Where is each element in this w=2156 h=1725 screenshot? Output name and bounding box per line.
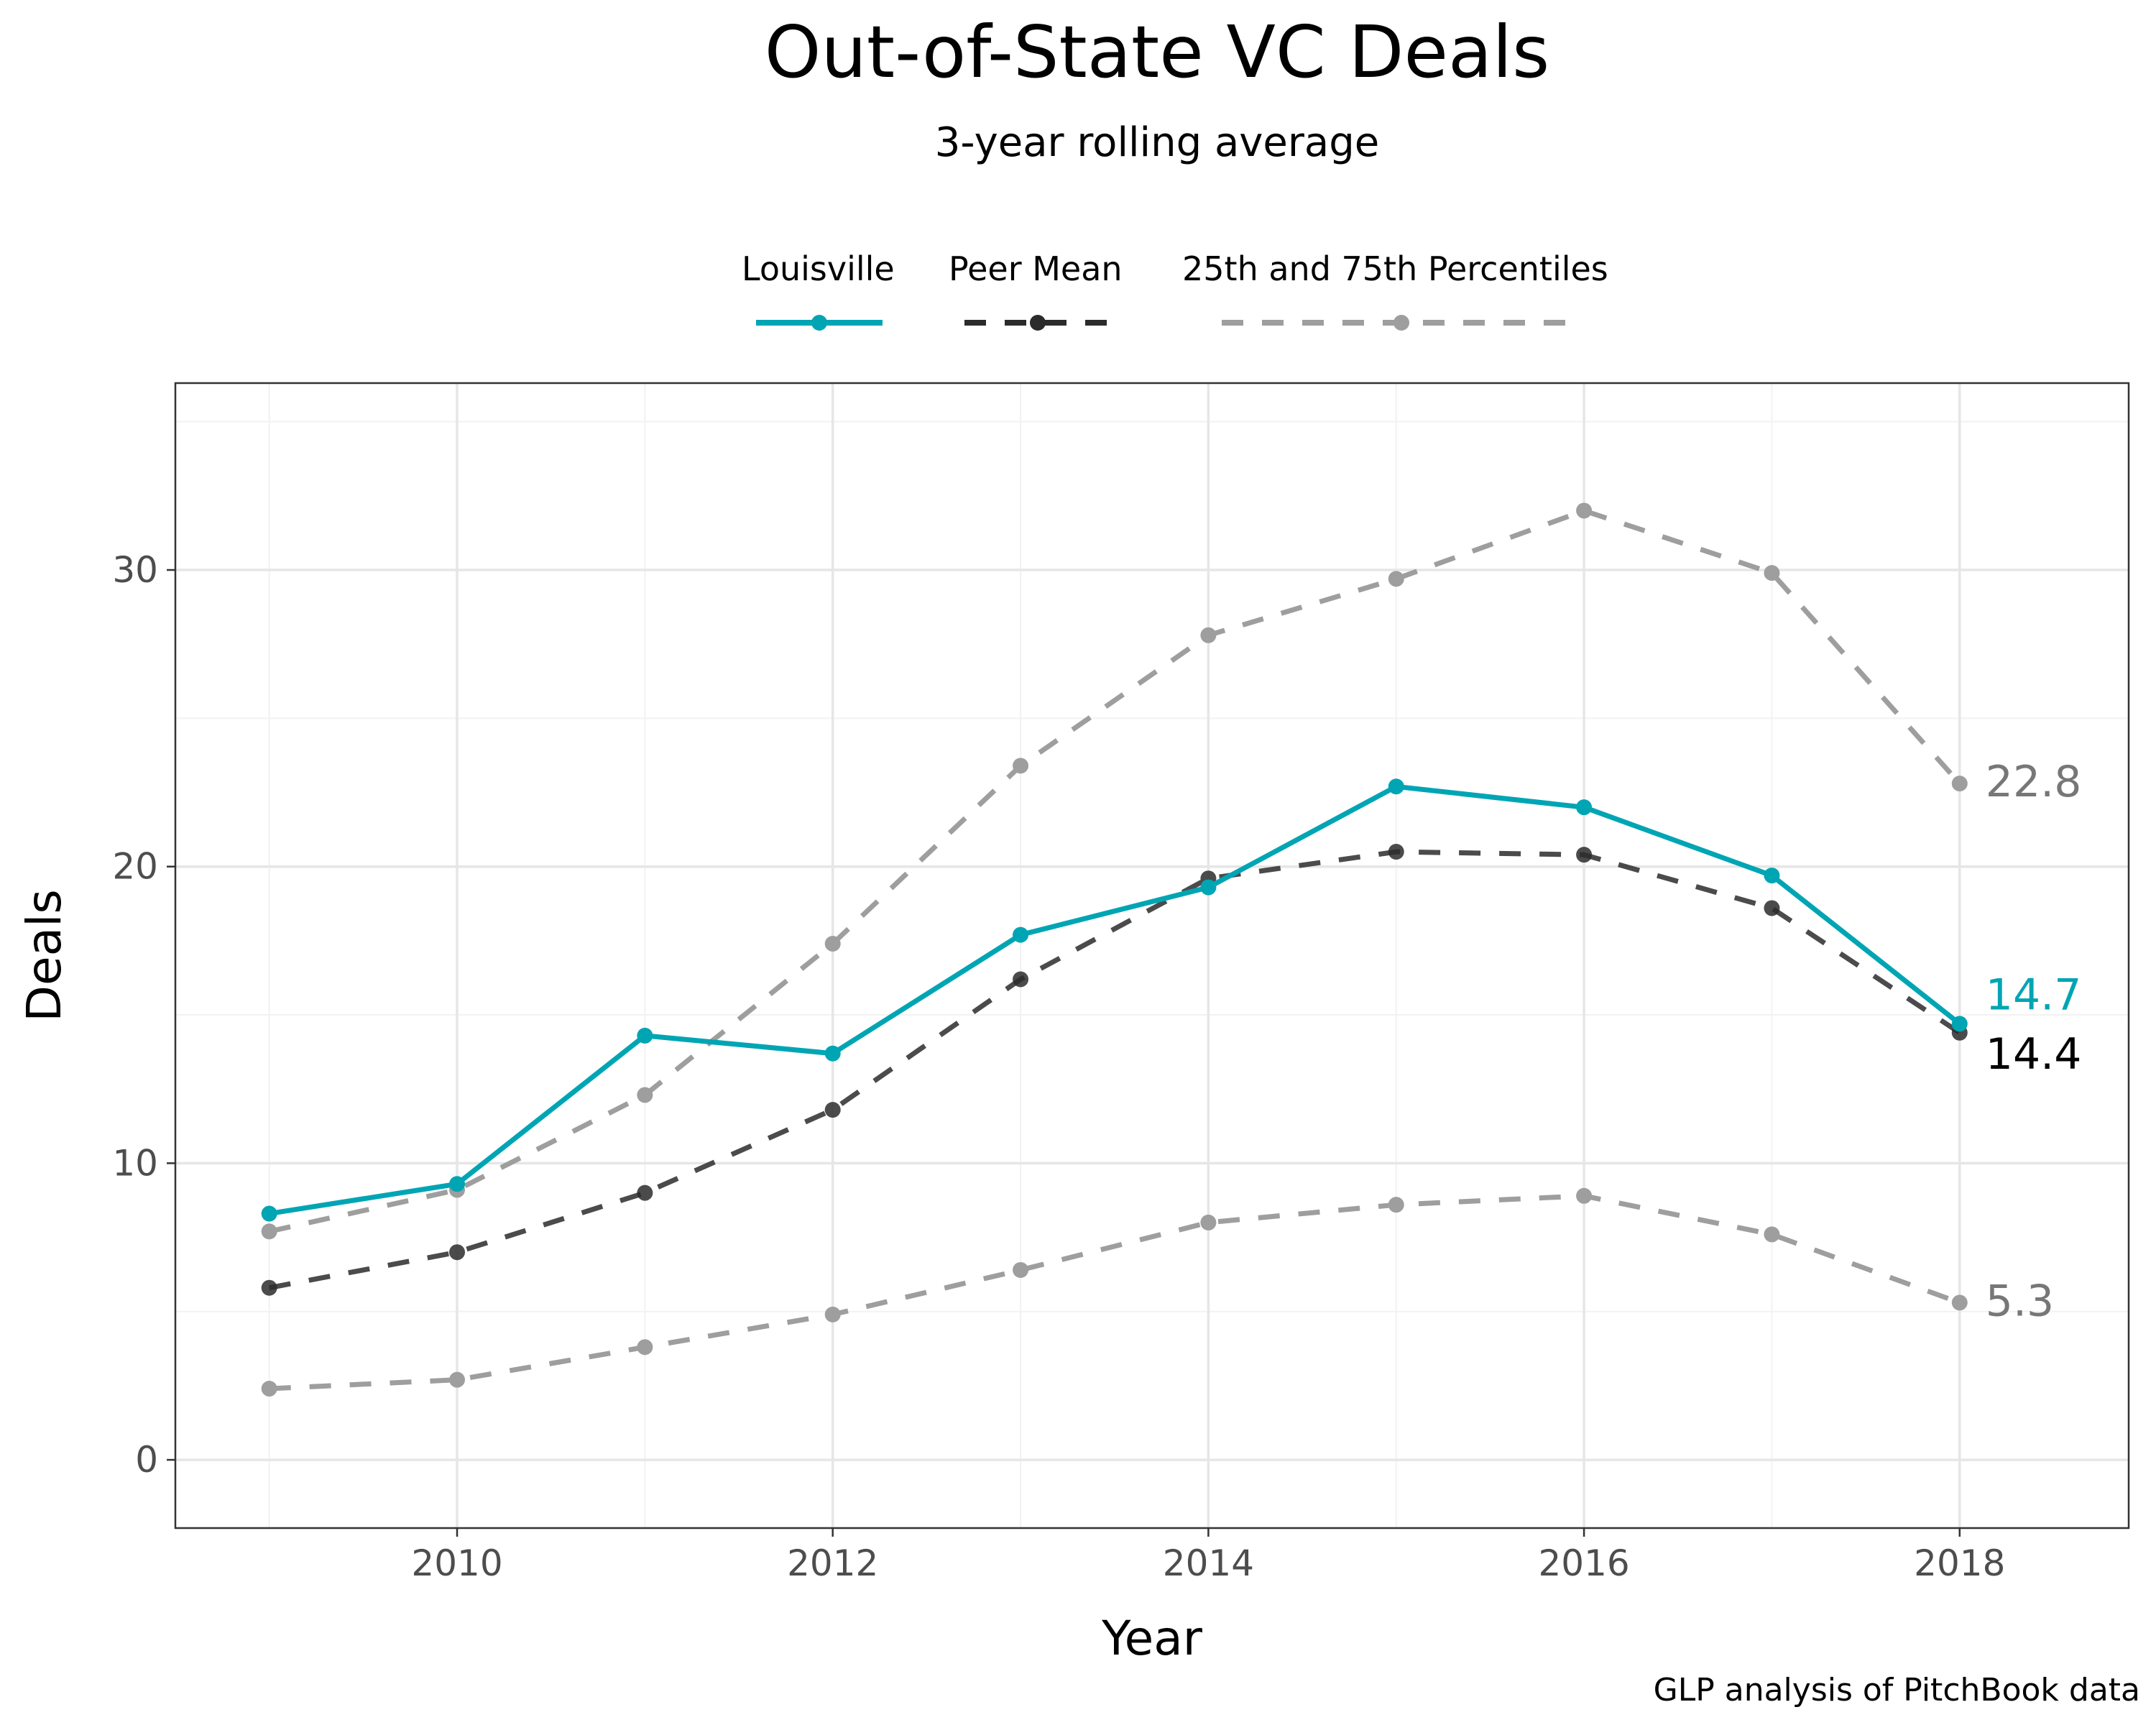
- legend-label: Peer Mean: [949, 249, 1123, 288]
- data-point: [1013, 758, 1029, 774]
- data-point: [261, 1381, 277, 1397]
- grid-lines: [175, 383, 2129, 1528]
- data-point: [1200, 879, 1217, 896]
- chart-title: Out-of-State VC Deals: [764, 10, 1550, 94]
- series-layer: [261, 502, 1968, 1397]
- x-tick-label: 2014: [1163, 1542, 1254, 1584]
- y-tick-label: 30: [112, 549, 158, 591]
- end-value-label: 14.4: [1986, 1029, 2082, 1080]
- legend: Louisville Peer Mean 25th and 75th Percent…: [742, 249, 1608, 331]
- data-point: [261, 1223, 277, 1240]
- data-point: [449, 1371, 466, 1388]
- y-axis-title: Deals: [17, 889, 72, 1022]
- y-tick-label: 0: [135, 1439, 158, 1481]
- end-value-label: 22.8: [1986, 757, 2082, 807]
- series-line: [269, 849, 1961, 1291]
- data-point: [1200, 1214, 1217, 1230]
- data-point: [1951, 1016, 1968, 1032]
- end-value-label: 14.7: [1986, 970, 2082, 1020]
- data-point: [1388, 778, 1404, 795]
- data-point: [1951, 1294, 1968, 1311]
- data-point: [1764, 1226, 1780, 1243]
- series-peer-mean: [261, 844, 1968, 1296]
- data-point: [1764, 868, 1780, 884]
- data-point: [824, 1045, 841, 1062]
- data-point: [261, 1205, 277, 1222]
- legend-item-peer-mean: Peer Mean: [949, 249, 1123, 331]
- x-tick-label: 2010: [411, 1542, 502, 1584]
- data-point: [1200, 627, 1217, 643]
- caption: GLP analysis of PitchBook data: [1653, 1672, 2140, 1708]
- data-point: [1388, 1197, 1404, 1213]
- legend-label: 25th and 75th Percentiles: [1182, 249, 1608, 288]
- data-point: [637, 1027, 653, 1044]
- data-point: [449, 1176, 466, 1192]
- legend-item-25th-and-75th-percentiles: 25th and 75th Percentiles: [1182, 249, 1608, 331]
- legend-point-key: [1030, 315, 1046, 331]
- data-point: [261, 1279, 277, 1296]
- data-point: [1388, 844, 1404, 860]
- data-point: [1951, 776, 1968, 792]
- data-point: [1013, 926, 1029, 943]
- data-point: [824, 935, 841, 952]
- data-point: [1764, 900, 1780, 916]
- x-tick-label: 2012: [787, 1542, 878, 1584]
- series-25th-and-75th-percentiles: [261, 1187, 1968, 1397]
- x-tick-label: 2016: [1538, 1542, 1629, 1584]
- data-point: [1576, 1187, 1593, 1204]
- end-value-label: 5.3: [1986, 1276, 2054, 1326]
- chart-subtitle: 3-year rolling average: [934, 119, 1380, 166]
- axes: 2010 2012 2014 2016 2018 0 10 20 30 Year Deals: [17, 549, 2005, 1666]
- data-point: [449, 1244, 466, 1261]
- series-line: [268, 508, 1962, 1234]
- legend-label: Louisville: [742, 249, 895, 288]
- data-point: [637, 1184, 653, 1201]
- y-tick-label: 20: [112, 846, 158, 888]
- plot-panel-background: [175, 383, 2129, 1528]
- data-point: [637, 1087, 653, 1103]
- y-tick-label: 10: [112, 1142, 158, 1184]
- series-line: [269, 1193, 1961, 1392]
- x-tick-label: 2018: [1914, 1542, 2005, 1584]
- end-labels: 14.7 14.4 22.8 5.3: [1986, 757, 2082, 1326]
- data-point: [824, 1306, 841, 1322]
- data-point: [1013, 1261, 1029, 1278]
- plot-panel-border: [174, 382, 2130, 1530]
- series-line: [269, 783, 1961, 1216]
- legend-point-key: [811, 315, 827, 331]
- legend-point-key: [1393, 315, 1409, 331]
- data-point: [824, 1102, 841, 1118]
- data-point: [1388, 571, 1404, 587]
- data-point: [1013, 971, 1029, 988]
- data-point: [1576, 502, 1593, 519]
- x-axis-title: Year: [1101, 1611, 1203, 1666]
- data-point: [1764, 565, 1780, 581]
- legend-item-louisville: Louisville: [742, 249, 895, 331]
- data-point: [637, 1339, 653, 1356]
- series-louisville: [261, 778, 1968, 1222]
- data-point: [1576, 847, 1593, 863]
- data-point: [1576, 799, 1593, 816]
